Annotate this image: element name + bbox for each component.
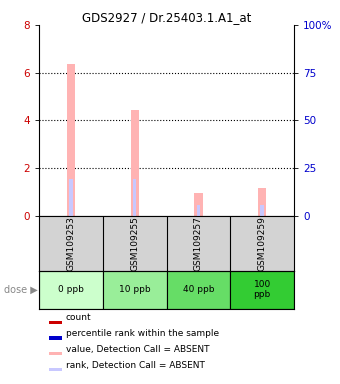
Text: 100
ppb: 100 ppb — [254, 280, 271, 300]
Bar — [67, 64, 75, 216]
Bar — [49, 321, 62, 324]
Bar — [133, 179, 136, 216]
Text: GSM109253: GSM109253 — [67, 216, 75, 271]
Text: count: count — [66, 313, 91, 323]
Title: GDS2927 / Dr.25403.1.A1_at: GDS2927 / Dr.25403.1.A1_at — [82, 11, 251, 24]
Text: rank, Detection Call = ABSENT: rank, Detection Call = ABSENT — [66, 361, 205, 370]
Text: value, Detection Call = ABSENT: value, Detection Call = ABSENT — [66, 345, 209, 354]
Bar — [167, 271, 231, 309]
Bar — [258, 188, 266, 216]
Text: GSM109259: GSM109259 — [258, 216, 267, 271]
Bar — [69, 179, 73, 216]
Bar — [131, 109, 139, 216]
Bar — [49, 368, 62, 371]
Text: 0 ppb: 0 ppb — [58, 285, 84, 294]
Text: GSM109257: GSM109257 — [194, 216, 203, 271]
Bar — [49, 336, 62, 339]
Text: 40 ppb: 40 ppb — [183, 285, 214, 294]
Text: 10 ppb: 10 ppb — [119, 285, 151, 294]
Text: GSM109255: GSM109255 — [130, 216, 139, 271]
Bar — [49, 352, 62, 355]
Bar — [103, 271, 167, 309]
Text: dose ▶: dose ▶ — [4, 285, 38, 295]
Bar — [260, 205, 264, 216]
Text: percentile rank within the sample: percentile rank within the sample — [66, 329, 219, 338]
Bar — [231, 271, 294, 309]
Bar — [194, 193, 203, 216]
Bar — [197, 205, 200, 216]
Bar — [39, 271, 103, 309]
